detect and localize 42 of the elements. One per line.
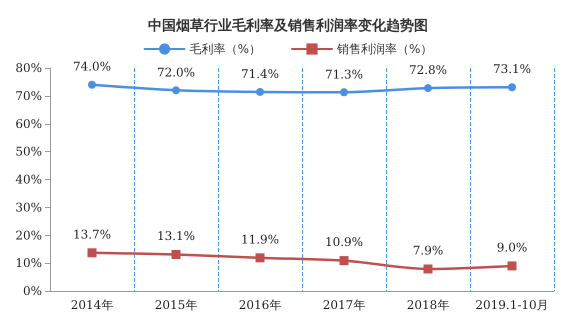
y-tick-label: 40% <box>15 172 42 186</box>
y-tick-label: 80% <box>15 61 42 75</box>
y-tick-label: 60% <box>15 116 42 131</box>
point <box>256 88 264 96</box>
data-label: 72.0% <box>156 65 196 80</box>
y-tick-label: 50% <box>15 144 42 159</box>
x-tick-label: 2015年 <box>154 298 198 312</box>
data-label: 74.0% <box>72 60 112 74</box>
point <box>424 84 432 92</box>
point <box>88 248 96 258</box>
y-tick-label: 30% <box>15 200 42 214</box>
data-label: 13.1% <box>156 228 196 243</box>
legend-label: 销售利润率（%） <box>336 42 432 56</box>
point <box>340 256 348 266</box>
chart-title: 中国烟草行业毛利率及销售利润率变化趋势图 <box>148 17 428 34</box>
y-tick-label: 0% <box>22 284 42 298</box>
y-tick-label: 10% <box>15 256 42 270</box>
point <box>172 86 180 94</box>
data-label: 71.3% <box>324 67 364 82</box>
x-tick-label: 2014年 <box>70 298 114 312</box>
point <box>172 250 180 259</box>
data-label: 7.9% <box>412 243 444 258</box>
point <box>424 264 432 274</box>
point <box>88 80 96 89</box>
point <box>256 253 264 262</box>
y-tick-label: 70% <box>15 88 42 103</box>
x-tick-label: 2017年 <box>322 298 366 312</box>
data-label: 9.0% <box>496 240 528 254</box>
point <box>508 83 516 92</box>
point <box>340 88 348 96</box>
point <box>508 261 516 270</box>
data-label: 13.7% <box>72 227 112 242</box>
x-tick-label: 2019.1-10月 <box>475 298 549 312</box>
data-label: 10.9% <box>324 235 364 250</box>
x-tick-label: 2018年 <box>406 298 450 312</box>
data-label: 11.9% <box>240 232 280 246</box>
data-label: 71.4% <box>240 66 280 81</box>
x-tick-label: 2016年 <box>238 298 282 312</box>
data-label: 72.8% <box>408 63 448 78</box>
data-label: 73.1% <box>492 62 532 76</box>
legend-label: 毛利率（%） <box>190 42 262 56</box>
y-tick-label: 20% <box>15 228 42 242</box>
